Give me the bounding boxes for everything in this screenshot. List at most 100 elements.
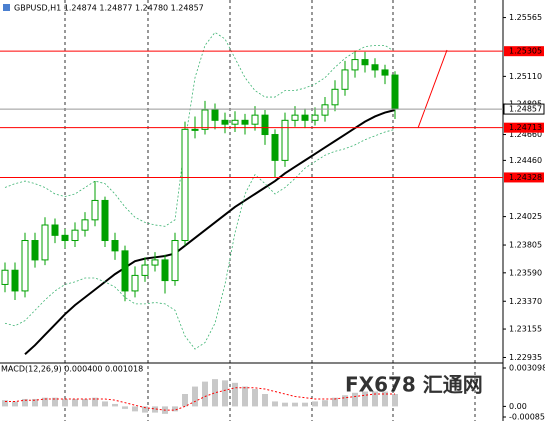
day-separators bbox=[64, 0, 476, 421]
macd-bar bbox=[102, 401, 108, 407]
macd-bar bbox=[12, 401, 18, 407]
candle-body bbox=[281, 119, 289, 161]
y-tick-label: -0.000855 bbox=[509, 413, 545, 421]
macd-bar bbox=[372, 391, 378, 407]
candle-body bbox=[251, 114, 259, 125]
macd-bar bbox=[212, 379, 218, 407]
candle-body bbox=[241, 119, 249, 125]
macd-signal bbox=[5, 387, 395, 411]
y-tick-label: 1.23155 bbox=[509, 325, 542, 334]
macd-bar bbox=[112, 403, 118, 407]
macd-label: MACD(12,26,9) 0.000400 0.001018 bbox=[1, 365, 143, 374]
macd-bar bbox=[262, 394, 268, 407]
candle-body bbox=[91, 199, 99, 221]
macd-bar bbox=[42, 397, 48, 407]
y-tick-label: 1.25565 bbox=[509, 13, 542, 22]
macd-bar bbox=[222, 380, 228, 407]
candle-body bbox=[201, 109, 209, 130]
y-tick-label: 1.22935 bbox=[509, 353, 542, 362]
candle-body bbox=[171, 240, 179, 282]
candle-body bbox=[1, 269, 9, 285]
current-price-label: 1.24857 bbox=[509, 105, 542, 114]
candle-body bbox=[21, 240, 29, 292]
candle-body bbox=[301, 114, 309, 121]
macd-bar bbox=[62, 398, 68, 407]
macd-bar bbox=[242, 386, 248, 407]
candle-body bbox=[311, 114, 319, 121]
macd-bar bbox=[252, 389, 258, 407]
macd-bar bbox=[32, 398, 38, 407]
candle-body bbox=[61, 234, 69, 242]
candle-body bbox=[51, 224, 59, 236]
candle-body bbox=[191, 128, 199, 131]
candle-body bbox=[371, 64, 379, 71]
candle-body bbox=[131, 274, 139, 292]
y-tick-label: 1.23805 bbox=[509, 241, 542, 250]
candle-body bbox=[341, 69, 349, 90]
macd-bar bbox=[302, 402, 308, 407]
level-label: 1.24328 bbox=[509, 173, 542, 182]
candle-body bbox=[351, 59, 359, 71]
candle-body bbox=[381, 69, 389, 76]
candle-body bbox=[11, 269, 19, 292]
macd-bar bbox=[342, 395, 348, 407]
candle-body bbox=[41, 224, 49, 261]
macd-bar bbox=[142, 406, 148, 413]
macd-bar bbox=[82, 398, 88, 407]
macd-bar bbox=[392, 394, 398, 407]
candle-body bbox=[161, 259, 169, 282]
candle-body bbox=[101, 199, 109, 242]
macd-bar bbox=[2, 400, 8, 407]
candle-body bbox=[181, 128, 189, 242]
candle-body bbox=[361, 59, 369, 66]
macd-bar bbox=[72, 398, 78, 407]
chart-title: GBPUSD,H1 1.24874 1.24877 1.24780 1.2485… bbox=[14, 4, 204, 13]
candle-body bbox=[121, 250, 129, 292]
macd-bar bbox=[122, 406, 128, 409]
y-tick-label: 0.00 bbox=[509, 402, 527, 411]
macd-bar bbox=[92, 397, 98, 407]
overlay-line bbox=[24, 109, 396, 355]
y-tick-label: 1.25110 bbox=[509, 72, 542, 81]
macd-bar bbox=[182, 394, 188, 407]
candle-body bbox=[111, 240, 119, 252]
macd-bar bbox=[332, 397, 338, 407]
level-label: 1.25305 bbox=[509, 47, 542, 56]
y-tick-label: 1.23370 bbox=[509, 297, 542, 306]
candle-body bbox=[151, 259, 159, 266]
macd-bar bbox=[172, 406, 178, 412]
macd-bar bbox=[292, 402, 298, 407]
y-tick-label: 0.003098 bbox=[509, 364, 545, 373]
level-label: 1.24713 bbox=[509, 123, 542, 132]
macd-bar bbox=[202, 381, 208, 407]
candle-body bbox=[291, 114, 299, 121]
overlay-line bbox=[4, 128, 396, 350]
macd-bar bbox=[322, 400, 328, 407]
candle-body bbox=[211, 109, 219, 121]
title-icon bbox=[3, 4, 10, 11]
overlay-line bbox=[4, 31, 396, 227]
macd-bar bbox=[312, 401, 318, 407]
candle-body bbox=[271, 134, 279, 161]
y-tick-label: 1.23590 bbox=[509, 268, 542, 277]
macd-bar bbox=[132, 406, 138, 412]
candle-body bbox=[221, 119, 229, 125]
macd-bar bbox=[52, 397, 58, 407]
y-tick-label: 1.24660 bbox=[509, 130, 542, 139]
macd-bar bbox=[232, 382, 238, 407]
y-tick-label: 1.24460 bbox=[509, 156, 542, 165]
candle-body bbox=[71, 229, 79, 242]
macd-bar bbox=[352, 392, 358, 407]
level-label-box bbox=[504, 46, 544, 57]
macd-bar bbox=[282, 402, 288, 407]
current-price-box bbox=[503, 103, 545, 115]
macd-bar bbox=[362, 391, 368, 407]
candle-body bbox=[261, 114, 269, 136]
macd-bar bbox=[272, 401, 278, 407]
macd-bar bbox=[192, 386, 198, 407]
candle-body bbox=[141, 264, 149, 276]
candle-body bbox=[31, 240, 39, 261]
